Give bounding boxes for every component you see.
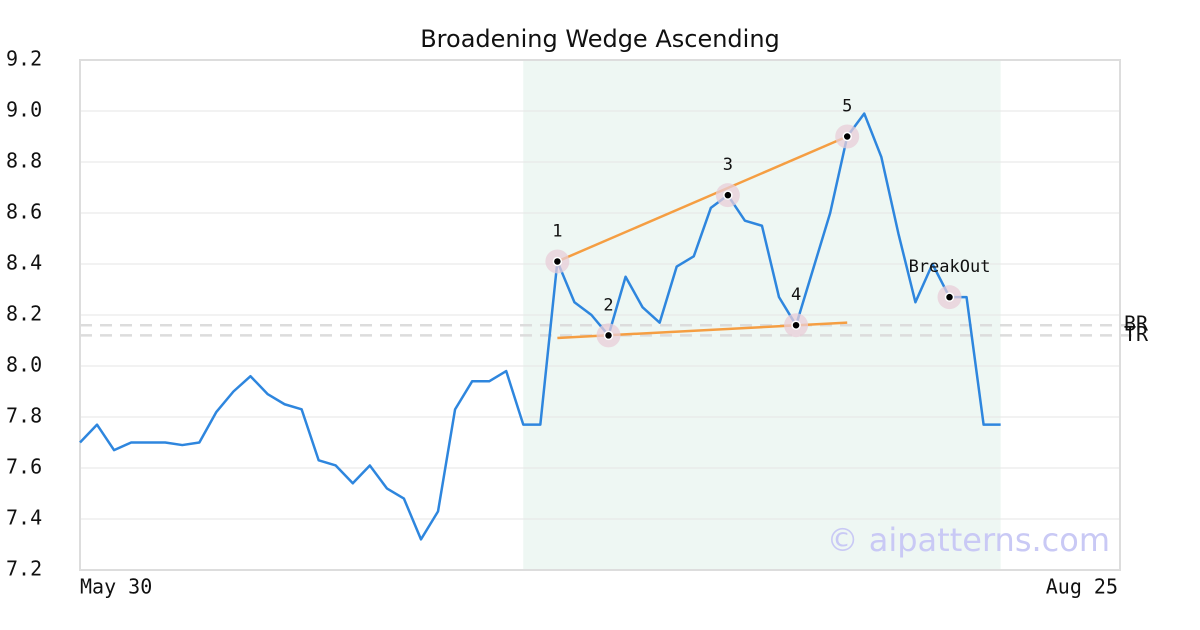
y-tick-label: 8.8 (6, 149, 42, 173)
y-tick-label: 8.4 (6, 251, 42, 275)
watermark: © aipatterns.com (827, 521, 1110, 559)
pivot-label: 4 (791, 285, 801, 305)
level-label: TR (1124, 322, 1149, 346)
plot-frame (79, 59, 1121, 571)
pivot-label: BreakOut (909, 257, 991, 277)
y-tick-label: 8.0 (6, 353, 42, 377)
x-tick-label: May 30 (80, 575, 152, 599)
chart-title: Broadening Wedge Ascending (420, 25, 780, 53)
y-tick-label: 7.6 (6, 455, 42, 479)
y-tick-label: 8.6 (6, 200, 42, 224)
pivot-label: 5 (842, 97, 852, 117)
pivot-dot (723, 190, 733, 200)
level-label: BR (1124, 312, 1149, 336)
pivot-label: 1 (552, 221, 562, 241)
pivot-dot (791, 320, 801, 330)
y-tick-label: 9.2 (6, 47, 42, 71)
pivot-dot (552, 256, 563, 267)
pivot-label: 3 (723, 155, 733, 175)
y-tick-label: 7.2 (6, 557, 42, 581)
pivot-label: 2 (603, 295, 613, 315)
x-tick-label: Aug 25 (1046, 575, 1118, 599)
trend-line (556, 135, 848, 263)
y-tick-label: 8.2 (6, 302, 42, 326)
y-tick-label: 7.8 (6, 404, 42, 428)
y-tick-label: 9.0 (6, 98, 42, 122)
y-tick-label: 7.4 (6, 506, 42, 530)
pivot-dot (944, 292, 955, 302)
pivot-dot (603, 330, 614, 341)
pivot-dot (842, 131, 852, 142)
